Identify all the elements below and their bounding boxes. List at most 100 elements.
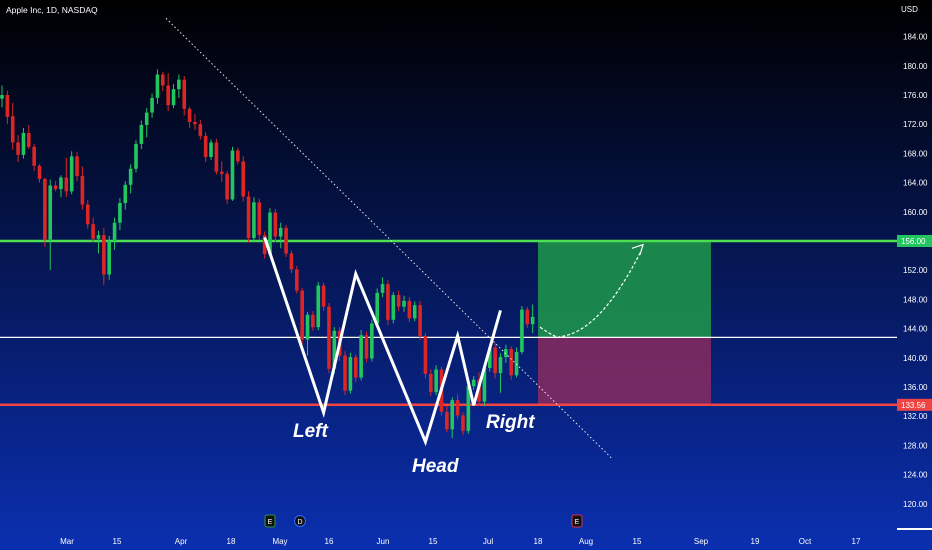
earnings-marker xyxy=(571,514,583,528)
candle-body xyxy=(91,224,95,239)
trade-zones xyxy=(538,241,711,405)
x-tick-label: 15 xyxy=(113,537,122,546)
candle-body xyxy=(370,323,374,359)
candle-body xyxy=(144,112,149,125)
candle-body xyxy=(203,135,208,158)
candle-body xyxy=(112,222,117,241)
candle-body xyxy=(348,357,353,391)
candle-body xyxy=(461,415,465,431)
candle-body xyxy=(225,173,229,200)
target-path xyxy=(539,250,642,338)
candle-body xyxy=(59,177,63,190)
price-axis: 184.00 180.00 176.00 172.00 168.00 164.00 160.… xyxy=(897,33,932,530)
y-tick-label: 152.00 xyxy=(903,266,928,275)
candle-body xyxy=(273,212,278,237)
y-tick-label: 160.00 xyxy=(903,208,928,217)
x-tick-label: 19 xyxy=(751,537,760,546)
support-tag-label: 133.56 xyxy=(901,401,926,410)
y-tick-label: 128.00 xyxy=(903,441,928,450)
candle-body xyxy=(69,156,74,192)
x-tick-label: Jun xyxy=(377,537,390,546)
y-tick-label: 180.00 xyxy=(903,62,928,71)
candle-body xyxy=(64,177,69,192)
x-tick-label: 18 xyxy=(534,537,543,546)
candle-body xyxy=(96,235,101,239)
y-tick-label: 168.00 xyxy=(903,149,928,158)
candle-body xyxy=(391,295,396,320)
candle-body xyxy=(482,368,487,402)
x-tick-label: Oct xyxy=(799,537,812,546)
candle-body xyxy=(230,150,235,200)
candle-body xyxy=(284,227,288,254)
candle-body xyxy=(43,178,47,240)
candle-body xyxy=(241,161,245,197)
candle-body xyxy=(316,285,321,328)
candle-body xyxy=(327,306,331,369)
candle-body xyxy=(16,142,20,155)
candle-body xyxy=(332,330,337,369)
x-tick-label: Sep xyxy=(694,537,709,546)
candle-body xyxy=(429,373,433,393)
y-tick-label: 184.00 xyxy=(903,33,928,42)
candle-body xyxy=(219,171,224,174)
earnings-marker xyxy=(264,514,276,528)
candle-body xyxy=(85,204,90,225)
candle-body xyxy=(412,305,417,319)
event-marker-label: E xyxy=(268,519,273,526)
y-tick-label: 164.00 xyxy=(903,179,928,188)
candle-body xyxy=(455,400,460,416)
x-tick-label: Apr xyxy=(175,537,188,546)
candle-body xyxy=(321,285,326,307)
candle-body xyxy=(246,196,251,239)
candle-body xyxy=(182,79,187,109)
candle-body xyxy=(48,185,53,240)
candle-body xyxy=(359,335,363,378)
candle-body xyxy=(27,132,31,147)
x-tick-label: 17 xyxy=(852,537,861,546)
candle-body xyxy=(530,316,535,325)
candle-body xyxy=(118,203,122,223)
candle-body xyxy=(380,284,385,293)
candle-body xyxy=(525,309,530,325)
candle-body xyxy=(289,253,294,270)
target-arrowhead xyxy=(631,243,644,256)
resistance-tag xyxy=(897,235,932,247)
y-tick-label: 124.00 xyxy=(903,471,928,480)
y-tick-label: 136.00 xyxy=(903,383,928,392)
candle-body xyxy=(300,290,304,340)
symbol-title: Apple Inc, 1D, NASDAQ xyxy=(6,5,98,15)
profit-zone xyxy=(538,241,711,338)
candle-body xyxy=(134,143,138,169)
candle-body xyxy=(418,305,422,336)
currency-label: USD xyxy=(901,5,918,14)
candle-body xyxy=(177,79,181,90)
candle-body xyxy=(75,156,79,177)
candle-body xyxy=(386,284,390,320)
pattern-overlay: Left Head Right xyxy=(165,17,613,477)
head-and-shoulders-pattern xyxy=(263,236,502,447)
candle-body xyxy=(402,300,406,307)
candle-body xyxy=(139,124,144,144)
y-tick-label: 148.00 xyxy=(903,295,928,304)
candles xyxy=(0,69,535,439)
head-label: Head xyxy=(412,456,459,477)
y-tick-label: 140.00 xyxy=(903,354,928,363)
candle-body xyxy=(37,165,42,179)
y-tick-label: 172.00 xyxy=(903,120,928,129)
candle-body xyxy=(0,95,4,99)
price-levels xyxy=(0,239,897,407)
candle-body xyxy=(198,124,203,136)
candle-body xyxy=(509,349,513,376)
candle-body xyxy=(504,349,508,358)
candle-body xyxy=(278,227,283,237)
loss-zone xyxy=(538,337,711,405)
candle-body xyxy=(520,309,524,352)
y-tick-label: 120.00 xyxy=(903,500,928,509)
x-tick-label: 18 xyxy=(227,537,236,546)
candle-body xyxy=(450,400,455,430)
candle-body xyxy=(236,150,240,162)
candle-body xyxy=(311,314,315,328)
candle-body xyxy=(102,235,106,275)
candle-body xyxy=(364,335,369,359)
